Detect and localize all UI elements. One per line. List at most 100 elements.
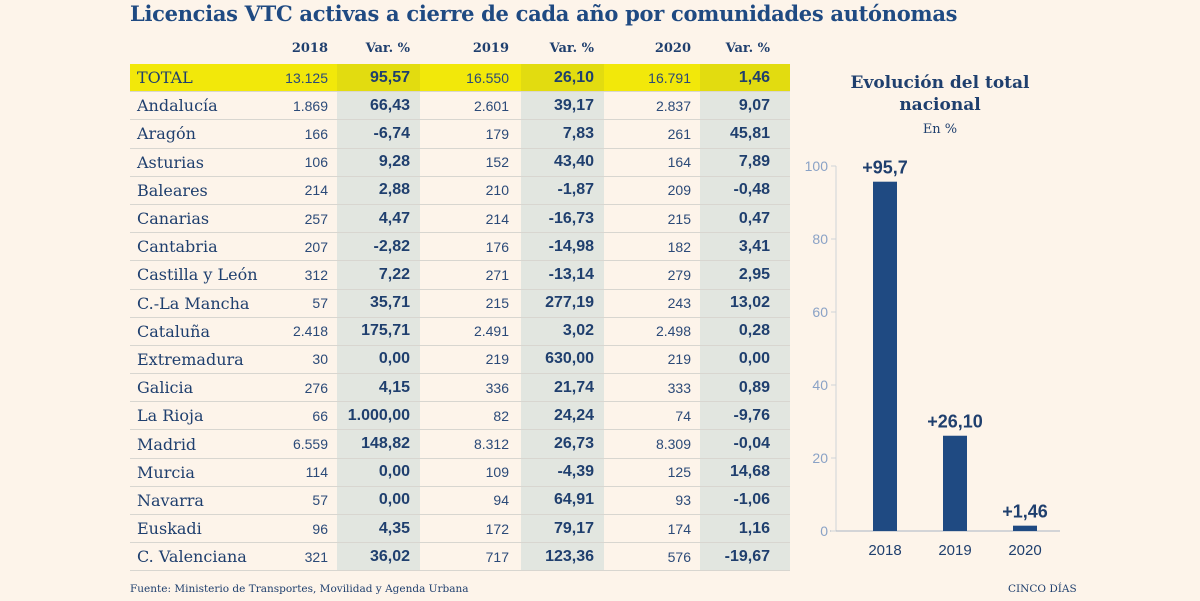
count-cell: 219 bbox=[485, 351, 509, 368]
variation-cell: 9,28 bbox=[337, 148, 420, 176]
variation-cell: 4,15 bbox=[337, 374, 420, 402]
table-row: Canarias 257 4,47 214 -16,73 215 0,47 bbox=[130, 204, 790, 234]
variation-cell: -14,98 bbox=[521, 233, 604, 261]
count-cell: 16.791 bbox=[648, 69, 691, 86]
column-header: Var. % bbox=[725, 40, 770, 56]
variation-cell: 0,28 bbox=[700, 317, 790, 345]
chart-subtitle: En % bbox=[922, 122, 958, 137]
region-name: C. Valenciana bbox=[137, 547, 247, 567]
variation-cell: 0,00 bbox=[700, 345, 790, 374]
count-cell: 6.559 bbox=[292, 436, 328, 453]
variation-cell: 66,43 bbox=[337, 92, 420, 120]
count-cell: 57 bbox=[312, 492, 328, 509]
variation-cell: 175,71 bbox=[337, 317, 420, 345]
licenses-table: 2018 Var. % 2019 Var. % 2020 Var. % TOTAL 13.12… bbox=[130, 32, 790, 572]
table-row: Cantabria 207 -2,82 176 -14,98 182 3,41 bbox=[130, 233, 790, 262]
chart-title: Evolución del total nacional bbox=[850, 73, 1030, 115]
variation-cell: 0,47 bbox=[700, 204, 790, 233]
variation-cell: -0,04 bbox=[700, 430, 790, 458]
count-cell: 93 bbox=[675, 492, 691, 509]
count-cell: 717 bbox=[485, 548, 509, 565]
x-tick-label: 2018 bbox=[868, 542, 901, 559]
region-name: Cantabria bbox=[137, 237, 218, 257]
column-header: 2020 bbox=[654, 40, 691, 56]
total-row: TOTAL 13.125 95,57 16.550 26,10 16.791 1,46 bbox=[130, 64, 790, 93]
table-row: Cataluña 2.418 175,71 2.491 3,02 2.498 0,28 bbox=[130, 317, 790, 346]
variation-cell: 630,00 bbox=[521, 345, 604, 374]
y-tick-label: 60 bbox=[812, 304, 828, 320]
variation-cell: -6,74 bbox=[337, 120, 420, 148]
table-row: Aragón 166 -6,74 179 7,83 261 45,81 bbox=[130, 120, 790, 149]
count-cell: 214 bbox=[304, 182, 328, 199]
variation-cell: 0,00 bbox=[337, 458, 420, 486]
count-cell: 215 bbox=[667, 210, 691, 227]
count-cell: 94 bbox=[493, 492, 509, 509]
variation-cell: 1.000,00 bbox=[337, 402, 420, 430]
count-cell: 279 bbox=[667, 266, 691, 283]
count-cell: 179 bbox=[485, 125, 509, 142]
region-name: Baleares bbox=[137, 180, 208, 200]
y-tick-label: 80 bbox=[812, 231, 828, 247]
count-cell: 333 bbox=[667, 379, 691, 396]
count-cell: 276 bbox=[304, 379, 328, 396]
count-cell: 82 bbox=[493, 407, 509, 424]
x-tick-label: 2019 bbox=[938, 542, 971, 559]
variation-cell: 1,16 bbox=[700, 515, 790, 543]
variation-cell: 3,02 bbox=[521, 317, 604, 345]
region-name: Extremadura bbox=[137, 349, 244, 369]
table-row: Galicia 276 4,15 336 21,74 333 0,89 bbox=[130, 374, 790, 403]
count-cell: 257 bbox=[304, 210, 328, 227]
variation-cell: -4,39 bbox=[521, 458, 604, 486]
region-name: Madrid bbox=[137, 434, 197, 454]
count-cell: 2.601 bbox=[473, 97, 509, 114]
table-row: Andalucía 1.869 66,43 2.601 39,17 2.837 9,07 bbox=[130, 92, 790, 121]
region-name: Navarra bbox=[137, 490, 204, 510]
count-cell: 16.550 bbox=[466, 69, 509, 86]
count-cell: 13.125 bbox=[285, 69, 328, 86]
variation-cell: -19,67 bbox=[700, 543, 790, 571]
region-name: Galicia bbox=[137, 378, 194, 398]
region-name: Aragón bbox=[137, 124, 196, 144]
table-row: Extremadura 30 0,00 219 630,00 219 0,00 bbox=[130, 345, 790, 375]
data-label: +95,7 bbox=[862, 158, 908, 178]
table-row: C. Valenciana 321 36,02 717 123,36 576 -19,67 bbox=[130, 543, 790, 572]
count-cell: 576 bbox=[667, 548, 691, 565]
variation-cell: 21,74 bbox=[521, 374, 604, 402]
x-tick-label: 2020 bbox=[1008, 542, 1041, 559]
count-cell: 125 bbox=[667, 464, 691, 481]
brand-logo: CINCO DÍAS bbox=[1008, 583, 1077, 595]
count-cell: 2.498 bbox=[655, 323, 691, 340]
variation-cell: 4,47 bbox=[337, 204, 420, 233]
y-tick-label: 0 bbox=[820, 523, 828, 539]
count-cell: 209 bbox=[667, 182, 691, 199]
variation-cell: 123,36 bbox=[521, 543, 604, 571]
variation-cell: 79,17 bbox=[521, 515, 604, 543]
variation-cell: 13,02 bbox=[700, 289, 790, 317]
count-cell: 57 bbox=[312, 295, 328, 312]
table-row: La Rioja 66 1.000,00 82 24,24 74 -9,76 bbox=[130, 402, 790, 431]
data-label: +1,46 bbox=[1002, 502, 1048, 522]
column-header: 2018 bbox=[291, 40, 328, 56]
variation-cell: 2,95 bbox=[700, 261, 790, 289]
variation-cell: -13,14 bbox=[521, 261, 604, 289]
page-title: Licencias VTC activas a cierre de cada a… bbox=[130, 1, 958, 26]
source-note: Fuente: Ministerio de Transportes, Movil… bbox=[130, 583, 469, 595]
count-cell: 152 bbox=[485, 154, 509, 171]
count-cell: 243 bbox=[667, 295, 691, 312]
region-name: Asturias bbox=[137, 152, 205, 172]
variation-cell: 24,24 bbox=[521, 402, 604, 430]
variation-cell: 35,71 bbox=[337, 289, 420, 317]
count-cell: 114 bbox=[305, 464, 328, 481]
count-cell: 164 bbox=[667, 154, 691, 171]
variation-cell: -1,06 bbox=[700, 486, 790, 514]
count-cell: 210 bbox=[485, 182, 509, 199]
count-cell: 96 bbox=[312, 520, 328, 537]
variation-cell: 7,22 bbox=[337, 261, 420, 289]
variation-cell: -1,87 bbox=[521, 176, 604, 204]
variation-cell: 26,73 bbox=[521, 430, 604, 458]
variation-cell: -16,73 bbox=[521, 204, 604, 233]
count-cell: 8.312 bbox=[473, 436, 509, 453]
table-row: Euskadi 96 4,35 172 79,17 174 1,16 bbox=[130, 515, 790, 544]
region-name: Euskadi bbox=[137, 519, 202, 539]
